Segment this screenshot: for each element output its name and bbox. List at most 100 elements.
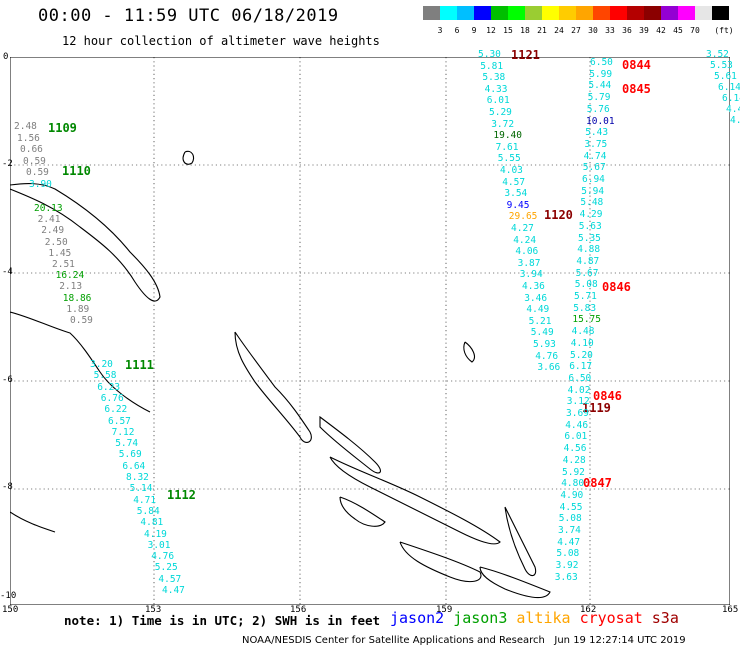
swh-value: 3.20 — [90, 359, 113, 370]
color-scale-label: 39 — [639, 26, 649, 35]
new-ireland-coast — [10, 182, 161, 302]
swh-value: 5.55 — [497, 153, 521, 165]
swh-value: 3.90 — [29, 178, 52, 190]
swh-value: 5.67 — [582, 162, 606, 174]
swh-value: 4.76 — [151, 551, 175, 563]
swh-value: 6.14 — [718, 82, 740, 93]
color-swatch — [525, 6, 542, 20]
swh-value: 5.30 — [478, 49, 501, 60]
swh-value: 3.12 — [566, 396, 590, 408]
swh-value: 20.13 — [34, 203, 63, 214]
swh-value: 0.59 — [70, 315, 93, 326]
footer-credit: NOAA/NESDIS Center for Satellite Applica… — [242, 635, 686, 646]
swh-value: 4.47 — [557, 536, 581, 548]
swh-value: 5.48 — [580, 197, 604, 209]
legend-satellite: s3a — [651, 609, 679, 627]
swh-value: 9.45 — [506, 199, 530, 211]
swh-value: 4.77 — [730, 115, 740, 126]
color-swatch — [576, 6, 593, 20]
swh-value: 6.94 — [582, 174, 605, 185]
color-swatch — [627, 6, 644, 20]
swh-value: 6.01 — [564, 431, 588, 443]
lon-tick: 165 — [722, 605, 739, 615]
swh-value: 5.81 — [480, 60, 504, 72]
swh-value: 3.46 — [524, 292, 548, 304]
pass-time-label: 0846 — [602, 280, 631, 294]
swh-value: 5.67 — [575, 267, 599, 279]
swh-value: 4.19 — [144, 528, 167, 540]
swh-value: 3.92 — [555, 560, 579, 572]
makira-coast — [479, 566, 551, 599]
color-scale-label: 45 — [673, 26, 683, 35]
color-swatch — [661, 6, 678, 20]
swh-value: 5.29 — [489, 107, 512, 118]
pass-time-label: 1112 — [167, 488, 196, 502]
color-scale-label: 33 — [605, 26, 615, 35]
color-scale-label: 6 — [454, 26, 460, 35]
color-scale-label: 70 — [690, 26, 700, 35]
pass-time-label: 0847 — [583, 476, 612, 490]
color-swatch — [440, 6, 457, 20]
color-swatch — [423, 6, 440, 20]
color-swatch — [610, 6, 627, 20]
color-scale-label: 3 — [437, 26, 443, 35]
swh-value: 4.49 — [526, 304, 550, 316]
swh-value: 4.55 — [559, 501, 583, 513]
pass-time-label: 1109 — [48, 121, 77, 135]
swh-value: 5.74 — [115, 438, 139, 450]
swh-value: 2.48 — [14, 121, 37, 132]
santa-isabel-coast — [329, 456, 501, 545]
swh-value: 0.59 — [26, 167, 49, 178]
swh-value: 19.40 — [493, 130, 522, 142]
color-scale-label: 12 — [486, 26, 496, 35]
color-swatch — [678, 6, 695, 20]
pass-time-label: 1110 — [62, 164, 91, 178]
swh-value: 6.64 — [122, 460, 146, 472]
color-swatch — [457, 6, 474, 20]
legend-satellite: altika — [516, 609, 571, 627]
swh-value: 3.87 — [517, 257, 541, 269]
swh-value: 4.88 — [577, 244, 601, 256]
swh-value: 4.81 — [140, 517, 164, 529]
lon-tick: 150 — [2, 605, 19, 615]
color-swatch — [712, 6, 729, 20]
swh-value: 4.06 — [515, 246, 539, 258]
lon-tick: 156 — [290, 605, 307, 615]
lat-tick: -2 — [2, 159, 13, 169]
swh-value: 5.94 — [581, 185, 605, 197]
pass-time-label: 1111 — [125, 358, 154, 372]
swh-value: 5.35 — [578, 232, 601, 244]
swh-value: 5.84 — [136, 505, 160, 517]
legend-satellite: jason2 — [390, 609, 445, 627]
swh-value: 3.54 — [504, 188, 528, 200]
lon-tick: 153 — [145, 605, 162, 615]
swh-value: 4.76 — [535, 350, 559, 362]
swh-value: 4.80 — [561, 478, 585, 490]
swh-value: 5.92 — [562, 466, 585, 478]
swh-value: 5.71 — [574, 291, 597, 302]
malaita-coast — [504, 506, 537, 577]
swh-value: 6.57 — [108, 415, 131, 427]
new-britain-coast — [10, 311, 151, 413]
swh-value: 2.13 — [59, 281, 83, 293]
swh-value: 0.59 — [23, 155, 46, 167]
swh-value: 15.75 — [572, 314, 601, 326]
swh-value: 3.01 — [147, 539, 171, 551]
legend-satellite: cryosat — [579, 609, 643, 627]
color-scale-label: 15 — [503, 26, 513, 35]
swh-value: 5.76 — [586, 103, 610, 115]
color-scale-label: 42 — [656, 26, 666, 35]
swh-value: 5.25 — [154, 562, 178, 574]
swh-value: 5.99 — [589, 68, 613, 80]
swh-value: 4.74 — [583, 150, 607, 162]
new-georgia-coast — [339, 496, 386, 527]
swh-value: 5.44 — [588, 80, 612, 92]
color-scale-label: 27 — [571, 26, 581, 35]
swh-value: 1.45 — [48, 247, 72, 259]
pass-time-label: 0844 — [622, 58, 651, 72]
swh-value: 4.44 — [726, 104, 740, 115]
pass-time-label: 1121 — [511, 48, 540, 62]
color-scale-unit: (ft) — [714, 26, 734, 35]
small-island-1 — [182, 150, 195, 165]
pass-time-label: 1120 — [544, 208, 573, 222]
